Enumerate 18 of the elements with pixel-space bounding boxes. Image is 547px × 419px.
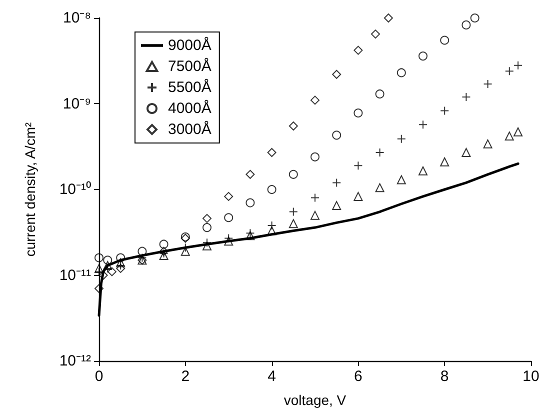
- y-tick-label: 10⁻¹¹: [59, 266, 91, 284]
- x-axis-title: voltage, V: [284, 392, 347, 408]
- legend-label: 4000Å: [168, 99, 212, 117]
- legend-label: 3000Å: [168, 120, 212, 138]
- legend-label: 7500Å: [168, 57, 212, 75]
- y-tick-label: 10⁻¹⁰: [59, 181, 91, 198]
- y-axis-title: current density, A/cm²: [22, 122, 38, 257]
- x-tick-label: 10: [522, 368, 540, 385]
- x-tick-label: 4: [268, 368, 276, 385]
- y-tick-label: 10⁻⁹: [62, 95, 91, 112]
- legend-label: 9000Å: [168, 36, 212, 54]
- x-tick-label: 2: [181, 368, 190, 385]
- y-tick-label: 10⁻⁸: [62, 10, 91, 26]
- x-tick-label: 6: [354, 368, 362, 385]
- x-tick-label: 8: [440, 368, 449, 385]
- legend-label: 5500Å: [168, 78, 212, 96]
- x-tick-label: 0: [94, 368, 104, 385]
- y-tick-label: 10⁻¹²: [59, 352, 91, 370]
